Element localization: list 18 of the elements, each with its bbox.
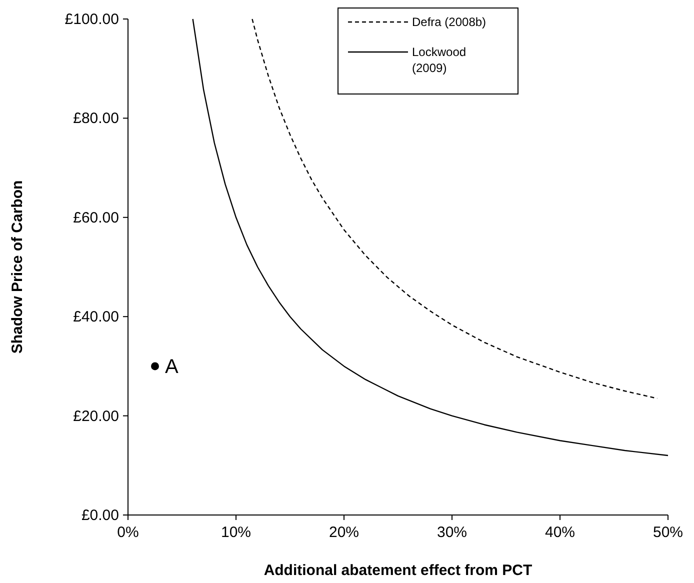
legend-label: Defra (2008b) (412, 15, 486, 29)
y-tick-label: £0.00 (81, 507, 119, 524)
x-tick-label: 40% (544, 524, 576, 541)
x-tick-label: 0% (117, 524, 139, 541)
line-series (192, 18, 669, 456)
x-tick-label: 10% (220, 524, 252, 541)
x-axis-title: Additional abatement effect from PCT (264, 562, 532, 579)
y-tick-label: £80.00 (73, 110, 119, 128)
y-tick-label: £60.00 (73, 209, 119, 226)
y-tick-label: £40.00 (73, 308, 119, 326)
annotation: A (165, 356, 179, 378)
y-tick-label: £20.00 (73, 408, 119, 425)
y-tick-label: £100.00 (64, 11, 119, 28)
x-tick-label: 30% (436, 524, 468, 541)
x-tick-label: 20% (328, 524, 360, 541)
y-axis-title: Shadow Price of Carbon (9, 180, 26, 354)
x-tick-label: 50% (652, 524, 684, 541)
legend-label: Lockwood (2009) (412, 45, 466, 75)
